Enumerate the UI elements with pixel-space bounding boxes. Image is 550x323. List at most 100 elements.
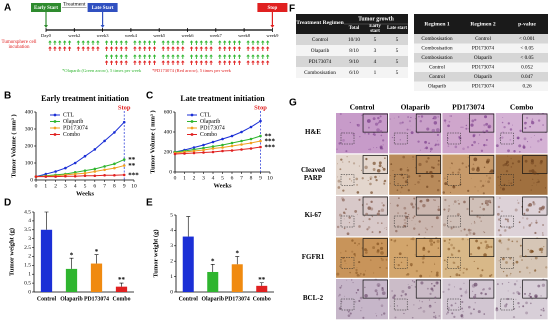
treatment-arrow — [81, 40, 85, 45]
micrograph-texture — [378, 298, 381, 301]
micrograph-texture — [449, 167, 451, 169]
micrograph-texture — [505, 261, 508, 264]
inset-texture — [483, 123, 486, 127]
micrograph-texture — [484, 232, 486, 234]
micrograph-texture — [530, 258, 532, 260]
inset-texture — [419, 119, 423, 123]
micrograph-texture — [465, 268, 468, 271]
roi-box — [393, 174, 408, 186]
x-tick-label: 9 — [259, 175, 262, 181]
inset-texture — [381, 291, 386, 296]
treatment-arrow — [266, 40, 270, 45]
micrograph-texture — [413, 304, 415, 306]
legend-marker — [53, 133, 57, 136]
micrograph-texture — [534, 269, 537, 271]
micrograph-texture — [404, 293, 407, 296]
micrograph-texture — [521, 259, 523, 261]
micrograph-texture — [434, 263, 436, 265]
inset-texture — [427, 157, 430, 160]
micrograph-texture — [443, 119, 447, 122]
table-row-bg — [414, 62, 548, 72]
micrograph-texture — [389, 175, 391, 176]
y-axis-label: Tumor Volume ( mm³ ) — [10, 114, 17, 177]
micrograph-texture — [411, 280, 414, 282]
data-point — [113, 131, 116, 134]
treatment-arrow — [104, 54, 109, 59]
table-cell: Control — [429, 65, 445, 71]
micrograph-texture — [436, 133, 439, 137]
micrograph-texture — [537, 178, 539, 180]
roi-box — [340, 174, 355, 186]
micrograph-texture — [337, 176, 339, 178]
micrograph-texture — [483, 313, 486, 315]
bar — [256, 285, 268, 292]
micrograph-texture — [518, 271, 521, 273]
micrograph-texture — [375, 313, 377, 314]
micrograph-texture — [366, 228, 369, 231]
data-point — [221, 146, 224, 149]
column-header: Combo — [510, 103, 534, 112]
micrograph-texture — [337, 179, 341, 183]
micrograph-texture — [355, 271, 358, 274]
micrograph-texture — [483, 143, 486, 147]
micrograph-texture — [542, 224, 545, 226]
timeline-tick-label: week4 — [125, 33, 138, 38]
micrograph-texture — [516, 240, 519, 243]
stop-label-bg — [257, 3, 288, 12]
micrograph-texture — [450, 253, 454, 257]
micrograph-texture — [477, 310, 481, 314]
data-point — [93, 167, 97, 171]
micrograph-texture — [515, 298, 517, 300]
micrograph-texture — [368, 217, 371, 221]
inset-texture — [376, 293, 379, 296]
micrograph-texture — [419, 274, 423, 278]
treatment-arrow — [199, 54, 203, 59]
micrograph-texture — [356, 288, 360, 292]
micrograph-texture — [455, 273, 459, 277]
micrograph-texture — [461, 162, 464, 165]
treatment-arrow — [58, 46, 62, 51]
series-line — [174, 120, 261, 153]
micrograph-texture — [463, 228, 466, 231]
y-tick-label: 0 — [30, 177, 33, 183]
micrograph-texture — [346, 156, 348, 158]
micrograph-texture — [508, 182, 510, 184]
treatment-arrow — [232, 40, 237, 45]
inset-texture — [377, 210, 381, 213]
micrograph-texture — [497, 176, 500, 179]
data-point — [192, 149, 196, 153]
micrograph-texture — [354, 255, 356, 257]
micrograph-texture — [507, 220, 510, 223]
micrograph-texture — [541, 233, 545, 237]
inset-texture — [480, 292, 483, 295]
treatment-arrow — [114, 46, 119, 51]
treatment-arrow — [138, 40, 142, 45]
treatment-arrow — [58, 40, 62, 45]
micrograph-texture — [463, 267, 465, 269]
treatment-arrow — [67, 46, 72, 51]
treatment-arrow — [81, 46, 85, 51]
y-tick-label: 3 — [28, 236, 31, 242]
micrograph-texture — [504, 218, 507, 221]
early-start-arrowhead — [44, 25, 48, 28]
micrograph-texture — [462, 147, 465, 151]
significance: ** — [118, 276, 126, 284]
micrograph-texture — [489, 274, 492, 278]
micrograph-texture — [480, 186, 482, 188]
data-point — [113, 173, 116, 177]
micrograph-texture — [437, 143, 440, 146]
x-tick-label: Olaparib — [60, 296, 83, 302]
inset-texture — [376, 250, 380, 254]
data-point — [249, 137, 253, 141]
inset-texture — [367, 206, 371, 210]
inset — [522, 155, 548, 174]
micrograph-texture — [470, 177, 472, 179]
micrograph-texture — [426, 185, 429, 188]
x-tick-label: Combo — [253, 296, 271, 302]
treatment-arrow — [209, 40, 213, 45]
micrograph-texture — [473, 308, 475, 311]
row-label: FGFR1 — [301, 252, 325, 261]
inset-texture — [418, 115, 420, 118]
micrograph-texture — [534, 256, 538, 260]
micrograph-texture — [452, 185, 456, 189]
